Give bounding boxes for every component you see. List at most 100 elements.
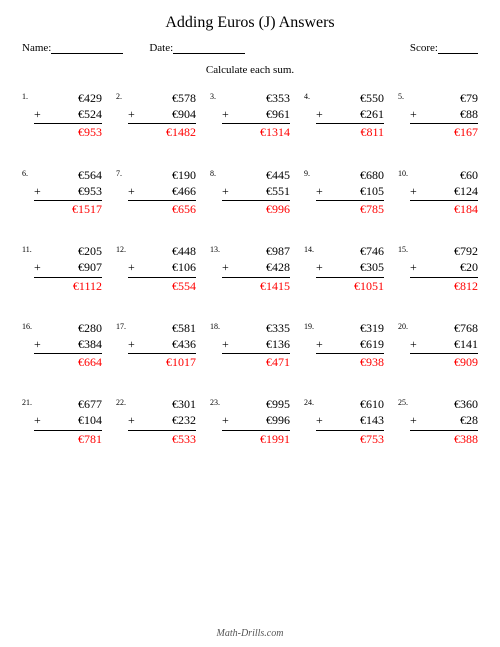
plus-sign: +: [222, 259, 229, 275]
answer: €1991: [222, 431, 290, 447]
answer: €1517: [34, 201, 102, 217]
addend-1: €680: [316, 167, 384, 183]
addend-1: €581: [128, 320, 196, 336]
addend-2: +€143: [316, 412, 384, 430]
plus-sign: +: [222, 336, 229, 352]
answer: €938: [316, 354, 384, 370]
plus-sign: +: [222, 106, 229, 122]
problem-stack: €319+€619€938: [316, 320, 384, 371]
plus-sign: +: [410, 106, 417, 122]
answer: €1017: [128, 354, 196, 370]
answer: €554: [128, 278, 196, 294]
plus-sign: +: [34, 183, 41, 199]
plus-sign: +: [316, 183, 323, 199]
problem-stack: €445+€551€996: [222, 167, 290, 218]
problem: 25.€360+€28€388: [398, 396, 478, 447]
problem: 7.€190+€466€656: [116, 167, 196, 218]
addend-2: +€261: [316, 106, 384, 124]
addend-2: +€551: [222, 183, 290, 201]
problem-stack: €578+€904€1482: [128, 90, 196, 141]
plus-sign: +: [34, 259, 41, 275]
plus-sign: +: [128, 106, 135, 122]
plus-sign: +: [222, 183, 229, 199]
answer: €1415: [222, 278, 290, 294]
addend-2: +€961: [222, 106, 290, 124]
problem-number: 17.: [116, 320, 128, 331]
score-field: Score:: [410, 42, 478, 54]
answer: €388: [410, 431, 478, 447]
problem-number: 23.: [210, 396, 222, 407]
addend-2: +€136: [222, 336, 290, 354]
addend-1: €319: [316, 320, 384, 336]
addend-2: +€384: [34, 336, 102, 354]
addend-2: +€88: [410, 106, 478, 124]
problem-number: 5.: [398, 90, 410, 101]
addend-1: €448: [128, 243, 196, 259]
problem: 20.€768+€141€909: [398, 320, 478, 371]
answer: €909: [410, 354, 478, 370]
problem-stack: €987+€428€1415: [222, 243, 290, 294]
plus-sign: +: [222, 412, 229, 428]
date-field: Date:: [149, 42, 245, 54]
addend-1: €564: [34, 167, 102, 183]
answer: €953: [34, 124, 102, 140]
problem-number: 2.: [116, 90, 128, 101]
problem: 11.€205+€907€1112: [22, 243, 102, 294]
addend-1: €60: [410, 167, 478, 183]
problem-stack: €746+€305€1051: [316, 243, 384, 294]
instruction: Calculate each sum.: [22, 64, 478, 76]
problem-stack: €190+€466€656: [128, 167, 196, 218]
date-underline: [173, 43, 245, 54]
plus-sign: +: [316, 259, 323, 275]
addend-2: +€953: [34, 183, 102, 201]
problem-stack: €564+€953€1517: [34, 167, 102, 218]
addend-2: +€232: [128, 412, 196, 430]
problem-stack: €448+€106€554: [128, 243, 196, 294]
answer: €1482: [128, 124, 196, 140]
problem-number: 21.: [22, 396, 34, 407]
problem-number: 1.: [22, 90, 34, 101]
problem-stack: €205+€907€1112: [34, 243, 102, 294]
addend-2: +€104: [34, 412, 102, 430]
addend-2: +€106: [128, 259, 196, 277]
problem-number: 4.: [304, 90, 316, 101]
problem: 24.€610+€143€753: [304, 396, 384, 447]
plus-sign: +: [316, 106, 323, 122]
plus-sign: +: [128, 183, 135, 199]
problem: 2.€578+€904€1482: [116, 90, 196, 141]
name-label: Name:: [22, 42, 51, 54]
addend-2: +€436: [128, 336, 196, 354]
problem-number: 18.: [210, 320, 222, 331]
addend-2: +€124: [410, 183, 478, 201]
problem-stack: €335+€136€471: [222, 320, 290, 371]
score-underline: [438, 43, 478, 54]
score-label: Score:: [410, 42, 438, 54]
addend-1: €190: [128, 167, 196, 183]
problem-number: 15.: [398, 243, 410, 254]
addend-1: €429: [34, 90, 102, 106]
problem-stack: €429+€524€953: [34, 90, 102, 141]
addend-1: €445: [222, 167, 290, 183]
addend-1: €550: [316, 90, 384, 106]
addend-1: €301: [128, 396, 196, 412]
problem: 21.€677+€104€781: [22, 396, 102, 447]
addend-2: +€996: [222, 412, 290, 430]
problem: 14.€746+€305€1051: [304, 243, 384, 294]
addend-1: €79: [410, 90, 478, 106]
answer: €184: [410, 201, 478, 217]
problem-number: 12.: [116, 243, 128, 254]
addend-1: €360: [410, 396, 478, 412]
problem: 18.€335+€136€471: [210, 320, 290, 371]
problem-number: 10.: [398, 167, 410, 178]
problem: 6.€564+€953€1517: [22, 167, 102, 218]
answer: €1112: [34, 278, 102, 294]
answer: €533: [128, 431, 196, 447]
problem-stack: €581+€436€1017: [128, 320, 196, 371]
plus-sign: +: [410, 183, 417, 199]
page-title: Adding Euros (J) Answers: [22, 14, 478, 32]
addend-1: €610: [316, 396, 384, 412]
problem-stack: €792+€20€812: [410, 243, 478, 294]
problem-number: 20.: [398, 320, 410, 331]
problem: 3.€353+€961€1314: [210, 90, 290, 141]
addend-2: +€105: [316, 183, 384, 201]
